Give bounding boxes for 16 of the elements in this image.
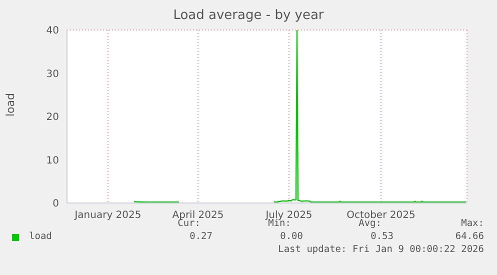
x-tick-label: January 2025 xyxy=(74,210,142,222)
text: Max: xyxy=(461,218,484,229)
text: 0.27 xyxy=(188,231,212,242)
text: 0.53 xyxy=(370,231,394,242)
text: Last update: Fri Jan 9 00:00:22 2026 xyxy=(277,244,484,255)
y-tick-label: 40 xyxy=(46,26,59,37)
y-tick-label: 0 xyxy=(52,198,59,210)
text: Avg: xyxy=(358,218,382,229)
y-tick-label: 30 xyxy=(46,68,59,80)
y-tick-label: 10 xyxy=(46,155,59,166)
y-axis-title: load xyxy=(4,92,17,116)
y-tick-label: 20 xyxy=(46,112,59,124)
text: 0.00 xyxy=(279,231,303,242)
legend-label: load xyxy=(29,231,52,242)
text: 64.66 xyxy=(454,231,484,242)
chart-title: Load average - by year xyxy=(172,8,325,23)
